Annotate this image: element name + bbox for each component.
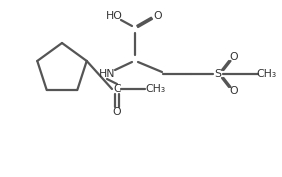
Text: HN: HN	[99, 69, 115, 79]
Text: O: O	[230, 52, 238, 62]
Text: CH₃: CH₃	[256, 69, 276, 79]
Text: HO: HO	[105, 11, 122, 21]
Text: C: C	[113, 84, 121, 94]
Text: O: O	[113, 107, 121, 117]
Text: S: S	[215, 69, 221, 79]
Text: O: O	[230, 86, 238, 96]
Text: CH₃: CH₃	[145, 84, 165, 94]
Text: O: O	[154, 11, 162, 21]
